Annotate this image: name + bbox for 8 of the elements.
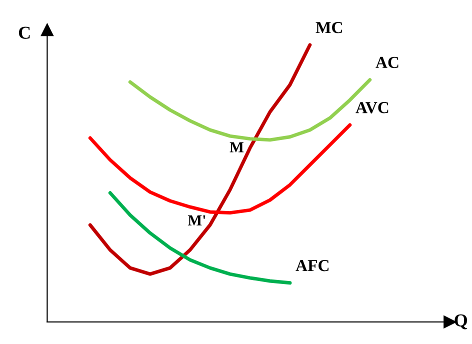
- x-axis-title: Q: [454, 314, 468, 330]
- annotation: M: [230, 142, 244, 152]
- series-label: MC: [316, 22, 342, 34]
- series-label: AVC: [356, 102, 388, 114]
- series-label: AFC: [296, 260, 329, 272]
- y-axis-title: C: [18, 26, 30, 39]
- annotation: M': [188, 215, 206, 226]
- series-label: AC: [376, 56, 398, 68]
